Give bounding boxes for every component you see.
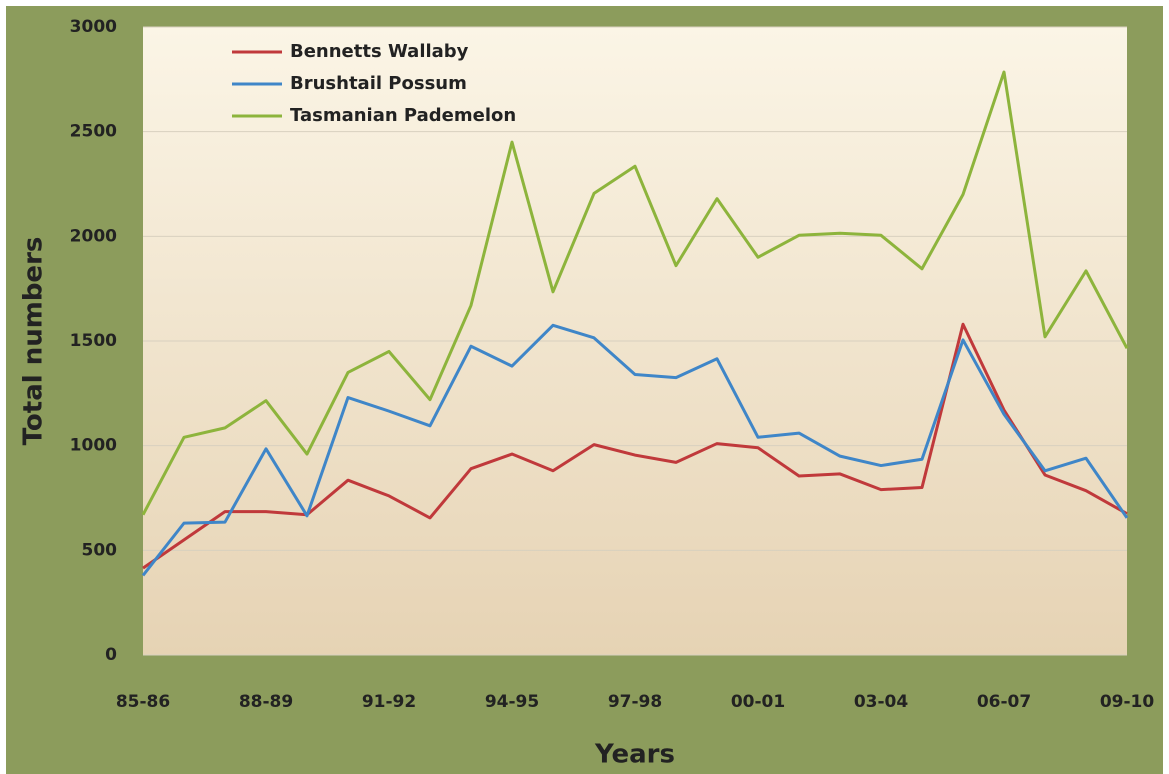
x-tick-label: 00-01 [731, 692, 785, 712]
y-tick-label: 2000 [70, 226, 117, 246]
y-axis-title: Total numbers [19, 237, 49, 446]
x-tick-label: 94-95 [485, 692, 539, 712]
x-tick-label: 85-86 [116, 692, 170, 712]
x-tick-label: 09-10 [1100, 692, 1155, 712]
legend-label: Tasmanian Pademelon [290, 105, 516, 126]
y-tick-label: 3000 [70, 17, 117, 37]
y-tick-label: 1000 [70, 436, 117, 456]
x-tick-label: 88-89 [239, 692, 293, 712]
data-line [141, 70, 1129, 516]
y-tick-label: 1500 [70, 331, 117, 351]
y-tick-label: 500 [82, 540, 118, 560]
x-tick-label: 06-07 [977, 692, 1031, 712]
x-axis-title: Years [594, 740, 675, 770]
y-tick-label: 0 [105, 645, 117, 665]
legend-label: Bennetts Wallaby [290, 41, 469, 62]
data-line [141, 323, 1129, 577]
x-tick-label: 03-04 [854, 692, 909, 712]
x-tick-label: 97-98 [608, 692, 662, 712]
legend-label: Brushtail Possum [290, 73, 467, 94]
y-tick-label: 2500 [70, 122, 117, 142]
x-tick-label: 91-92 [362, 692, 416, 712]
